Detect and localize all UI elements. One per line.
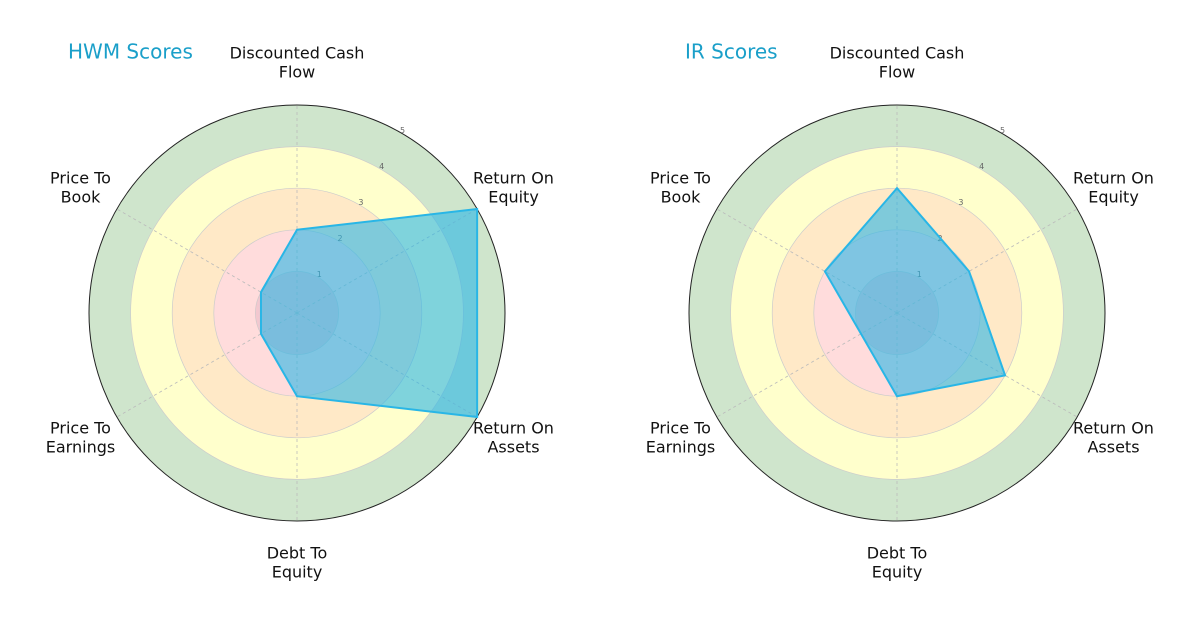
y-tick-label: 4 — [379, 162, 384, 171]
axis-label: Price To Book — [50, 168, 111, 206]
axis-line — [716, 312, 898, 418]
axis-label: Return On Assets — [1073, 418, 1154, 456]
axis-label: Return On Assets — [473, 418, 554, 456]
axis-label: Price To Book — [650, 168, 711, 206]
y-tick-label: 3 — [958, 198, 963, 207]
axis-line — [896, 208, 1078, 314]
chart-title: IR Scores — [685, 40, 778, 64]
y-tick-label: 5 — [1000, 126, 1005, 135]
axis-label: Discounted Cash Flow — [830, 43, 965, 81]
y-tick-label: 3 — [358, 198, 363, 207]
chart-title: HWM Scores — [68, 40, 193, 64]
axis-label: Return On Equity — [473, 168, 554, 206]
axis-label: Debt To Equity — [867, 543, 928, 581]
axis-line — [716, 208, 898, 314]
score-area — [823, 186, 1007, 398]
axis-label: Price To Earnings — [646, 418, 715, 456]
y-tick-label: 4 — [979, 162, 984, 171]
score-area — [259, 207, 479, 419]
y-tick-label: 5 — [400, 126, 405, 135]
axis-label: Price To Earnings — [46, 418, 115, 456]
axis-line — [116, 208, 298, 314]
axis-label: Debt To Equity — [267, 543, 328, 581]
axis-line — [116, 312, 298, 418]
axis-label: Return On Equity — [1073, 168, 1154, 206]
axis-label: Discounted Cash Flow — [230, 43, 365, 81]
